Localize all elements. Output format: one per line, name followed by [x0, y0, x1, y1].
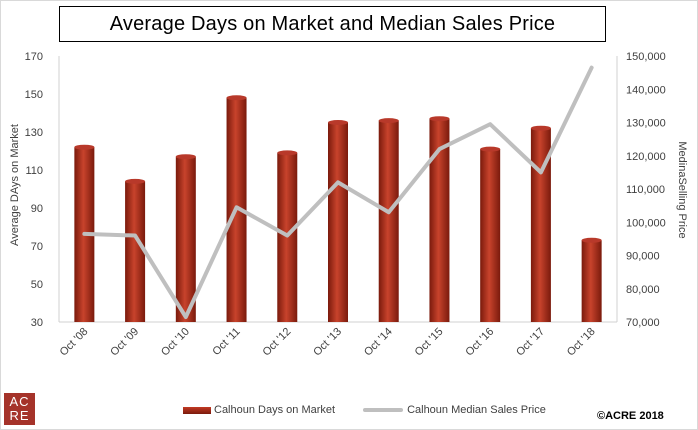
chart-title: Average Days on Market and Median Sales …	[109, 12, 556, 35]
y-tick-label: 30	[31, 317, 43, 329]
x-tick-label: Oct '09	[108, 326, 141, 359]
y2-tick-label: 70,000	[626, 317, 660, 329]
bar-cap	[328, 120, 348, 125]
y2-tick-label: 90,000	[626, 251, 660, 263]
x-tick-label: Oct '11	[210, 326, 242, 358]
bar-cap	[226, 95, 247, 101]
y-tick-label: 70	[31, 241, 43, 253]
y2-tick-label: 140,000	[626, 84, 666, 96]
bar	[175, 156, 196, 322]
legend-line-swatch	[363, 408, 404, 412]
x-axis-ticks: Oct '08 Oct '09 Oct '10 Oct '11 Oct '12 Oct '…	[58, 326, 598, 359]
acre-logo: AC RE	[4, 393, 35, 425]
legend: Calhoun Days on Market Calhoun Median Sa…	[183, 404, 574, 416]
bar	[480, 149, 501, 322]
bar	[581, 240, 602, 322]
y2-tick-label: 150,000	[626, 51, 666, 63]
bar-cap	[378, 118, 399, 124]
bar	[429, 118, 450, 322]
logo-line2: RE	[9, 408, 30, 423]
bar	[125, 181, 146, 322]
line-series	[82, 65, 594, 320]
bar	[378, 120, 399, 322]
logo-line1: AC	[9, 394, 30, 409]
legend-label-price: Calhoun Median Sales Price	[407, 404, 546, 416]
y2-tick-label: 120,000	[626, 151, 666, 163]
y-tick-label: 130	[25, 127, 43, 139]
bar-cap	[480, 146, 501, 152]
x-tick-label: Oct '16	[463, 326, 496, 359]
bar-cap	[429, 116, 450, 122]
legend-bar-swatch	[183, 406, 211, 414]
x-tick-label: Oct '17	[514, 326, 547, 359]
y2-tick-label: 130,000	[626, 118, 666, 130]
y-tick-label: 170	[25, 51, 43, 63]
y2-axis-label: MedinaSelling Price	[676, 141, 688, 238]
bar-cap	[74, 144, 95, 150]
x-tick-label: Oct '10	[159, 326, 192, 359]
x-tick-label: Oct '12	[261, 326, 294, 359]
y-axis-ticks: 30 50 70 90 110 130 150 170	[25, 51, 43, 329]
y2-tick-label: 110,000	[626, 184, 665, 196]
x-tick-label: Oct '15	[413, 326, 446, 359]
y2-axis-ticks: 70,000 80,000 90,000 100,000 110,000 120,000 1…	[626, 51, 666, 329]
bar-cap	[277, 150, 298, 156]
chart-title-box: Average Days on Market and Median Sales …	[59, 6, 606, 42]
y2-tick-label: 80,000	[626, 284, 660, 296]
legend-item-price: Calhoun Median Sales Price	[363, 404, 546, 416]
bar	[328, 122, 348, 322]
bar-cap	[530, 125, 551, 131]
x-tick-label: Oct '08	[58, 326, 91, 359]
y-axis-label: Average DAys on Market	[9, 124, 21, 246]
x-tick-label: Oct '14	[362, 326, 395, 359]
bar-cap	[125, 178, 146, 184]
x-tick-label: Oct '18	[565, 326, 598, 359]
bar-cap	[581, 237, 602, 243]
legend-label-days: Calhoun Days on Market	[214, 404, 336, 416]
y2-tick-label: 100,000	[626, 217, 666, 229]
legend-item-days: Calhoun Days on Market	[183, 404, 335, 416]
bar-cap	[175, 154, 196, 160]
y-tick-label: 110	[25, 165, 43, 177]
y-tick-label: 150	[25, 89, 43, 101]
copyright: ©ACRE 2018	[597, 410, 664, 422]
y-tick-label: 90	[31, 203, 43, 215]
bar-series	[74, 95, 602, 322]
x-tick-label: Oct '13	[311, 326, 344, 359]
bar	[530, 128, 551, 322]
y-tick-label: 50	[31, 279, 43, 291]
